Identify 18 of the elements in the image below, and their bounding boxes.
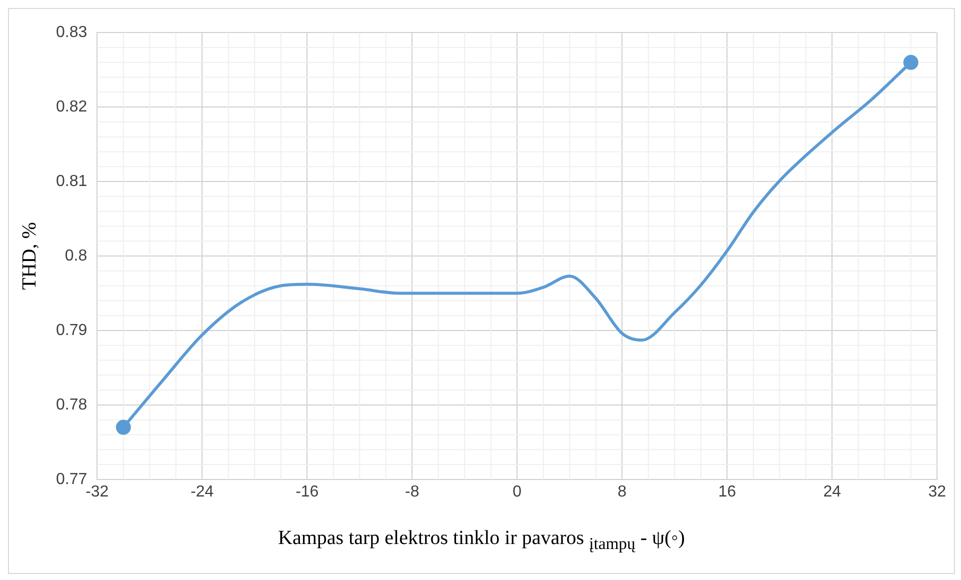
x-tick-label: 8 (618, 483, 627, 500)
y-tick-label: 0.81 (56, 172, 88, 190)
y-tick-label: 0.79 (56, 322, 88, 339)
y-axis-title: THD, % (18, 222, 40, 290)
x-tick-label: 24 (823, 483, 842, 500)
y-tick-label: 0.78 (56, 396, 88, 414)
x-axis-title: Kampas tarp elektros tinklo ir pavaros $_{įtampų}$ - ψ(◦) (277, 527, 686, 554)
x-tick-label: -8 (405, 483, 420, 500)
y-tick-label: 0.8 (64, 247, 88, 264)
x-tick-label: 32 (928, 483, 946, 500)
x-tick-label: -24 (190, 483, 214, 500)
x-tick-label: -32 (86, 483, 109, 500)
y-tick-label: 0.82 (56, 98, 88, 116)
y-tick-label: 0.77 (56, 470, 88, 488)
y-tick-label: 0.83 (56, 24, 88, 42)
x-tick-label: -16 (296, 483, 319, 500)
x-tick-label: 0 (512, 483, 522, 500)
x-tick-label: 16 (718, 483, 736, 500)
